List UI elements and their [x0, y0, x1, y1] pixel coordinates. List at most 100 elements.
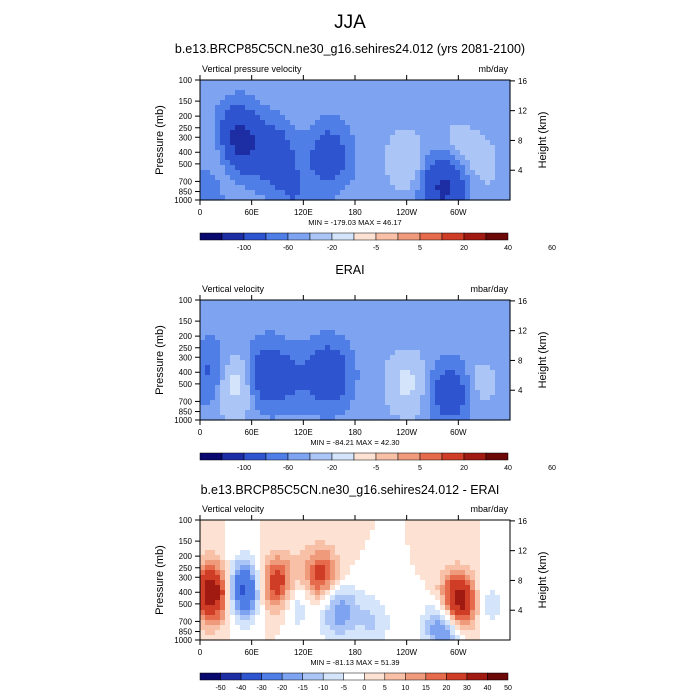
field-cell — [505, 350, 511, 356]
field-cell — [485, 520, 491, 526]
field-cell — [480, 135, 486, 141]
field-cell — [455, 90, 461, 96]
field-cell — [350, 310, 356, 316]
field-cell — [440, 380, 446, 386]
field-cell — [230, 400, 236, 406]
field-cell — [450, 135, 456, 141]
field-cell — [420, 630, 426, 636]
field-cell — [340, 95, 346, 101]
field-cell — [445, 335, 451, 341]
field-cell — [310, 320, 316, 326]
field-cell — [330, 305, 336, 311]
field-cell — [485, 620, 491, 626]
field-cell — [415, 555, 421, 561]
field-cell — [475, 620, 481, 626]
field-cell — [290, 85, 296, 91]
field-cell — [350, 325, 356, 331]
field-cell — [245, 410, 251, 416]
field-cell — [235, 580, 241, 586]
field-cell — [430, 525, 436, 531]
field-cell — [230, 305, 236, 311]
field-cell — [460, 315, 466, 321]
field-cell — [330, 345, 336, 351]
field-cell — [450, 525, 456, 531]
field-cell — [230, 415, 236, 421]
field-cell — [315, 380, 321, 386]
field-cell — [235, 595, 241, 601]
field-cell — [400, 120, 406, 126]
field-cell — [360, 315, 366, 321]
field-cell — [420, 80, 426, 86]
field-cell — [200, 580, 206, 586]
field-cell — [255, 575, 261, 581]
field-cell — [275, 355, 281, 361]
field-cell — [335, 320, 341, 326]
field-cell — [310, 155, 316, 161]
field-cell — [405, 340, 411, 346]
field-cell — [260, 340, 266, 346]
field-cell — [270, 350, 276, 356]
field-cell — [380, 615, 386, 621]
field-cell — [225, 150, 231, 156]
field-cell — [500, 110, 506, 116]
field-cell — [335, 595, 341, 601]
field-cell — [375, 625, 381, 631]
field-cell — [255, 195, 261, 201]
field-cell — [495, 620, 501, 626]
field-cell — [345, 145, 351, 151]
field-cell — [355, 185, 361, 191]
field-cell — [285, 375, 291, 381]
field-cell — [255, 560, 261, 566]
field-cell — [395, 135, 401, 141]
field-cell — [315, 300, 321, 306]
colorbar-swatch — [485, 452, 509, 461]
field-cell — [480, 585, 486, 591]
field-cell — [295, 80, 301, 86]
field-cell — [495, 550, 501, 556]
field-cell — [465, 85, 471, 91]
field-cell — [370, 140, 376, 146]
field-cell — [305, 320, 311, 326]
field-cell — [375, 170, 381, 176]
field-cell — [315, 570, 321, 576]
field-cell — [425, 145, 431, 151]
field-cell — [225, 530, 231, 536]
field-cell — [305, 185, 311, 191]
field-cell — [320, 325, 326, 331]
field-cell — [435, 120, 441, 126]
field-cell — [270, 415, 276, 421]
field-cell — [315, 625, 321, 631]
field-cell — [455, 155, 461, 161]
field-cell — [335, 365, 341, 371]
field-cell — [415, 600, 421, 606]
y-tick-label: 150 — [179, 317, 193, 326]
field-cell — [215, 170, 221, 176]
field-cell — [355, 630, 361, 636]
field-cell — [395, 115, 401, 121]
field-cell — [205, 175, 211, 181]
colorbar-swatch — [397, 452, 421, 461]
field-cell — [415, 560, 421, 566]
field-cell — [290, 310, 296, 316]
field-cell — [380, 95, 386, 101]
field-cell — [370, 390, 376, 396]
field-cell — [340, 550, 346, 556]
field-cell — [335, 540, 341, 546]
field-cell — [365, 300, 371, 306]
field-cell — [235, 170, 241, 176]
field-cell — [375, 320, 381, 326]
field-cell — [320, 585, 326, 591]
field-cell — [505, 535, 511, 541]
field-cell — [360, 360, 366, 366]
field-cell — [470, 575, 476, 581]
field-cell — [435, 85, 441, 91]
field-cell — [450, 380, 456, 386]
field-cell — [320, 335, 326, 341]
field-cell — [310, 570, 316, 576]
field-cell — [305, 85, 311, 91]
field-cell — [225, 595, 231, 601]
field-cell — [435, 525, 441, 531]
field-cell — [480, 315, 486, 321]
field-cell — [230, 370, 236, 376]
field-cell — [285, 130, 291, 136]
